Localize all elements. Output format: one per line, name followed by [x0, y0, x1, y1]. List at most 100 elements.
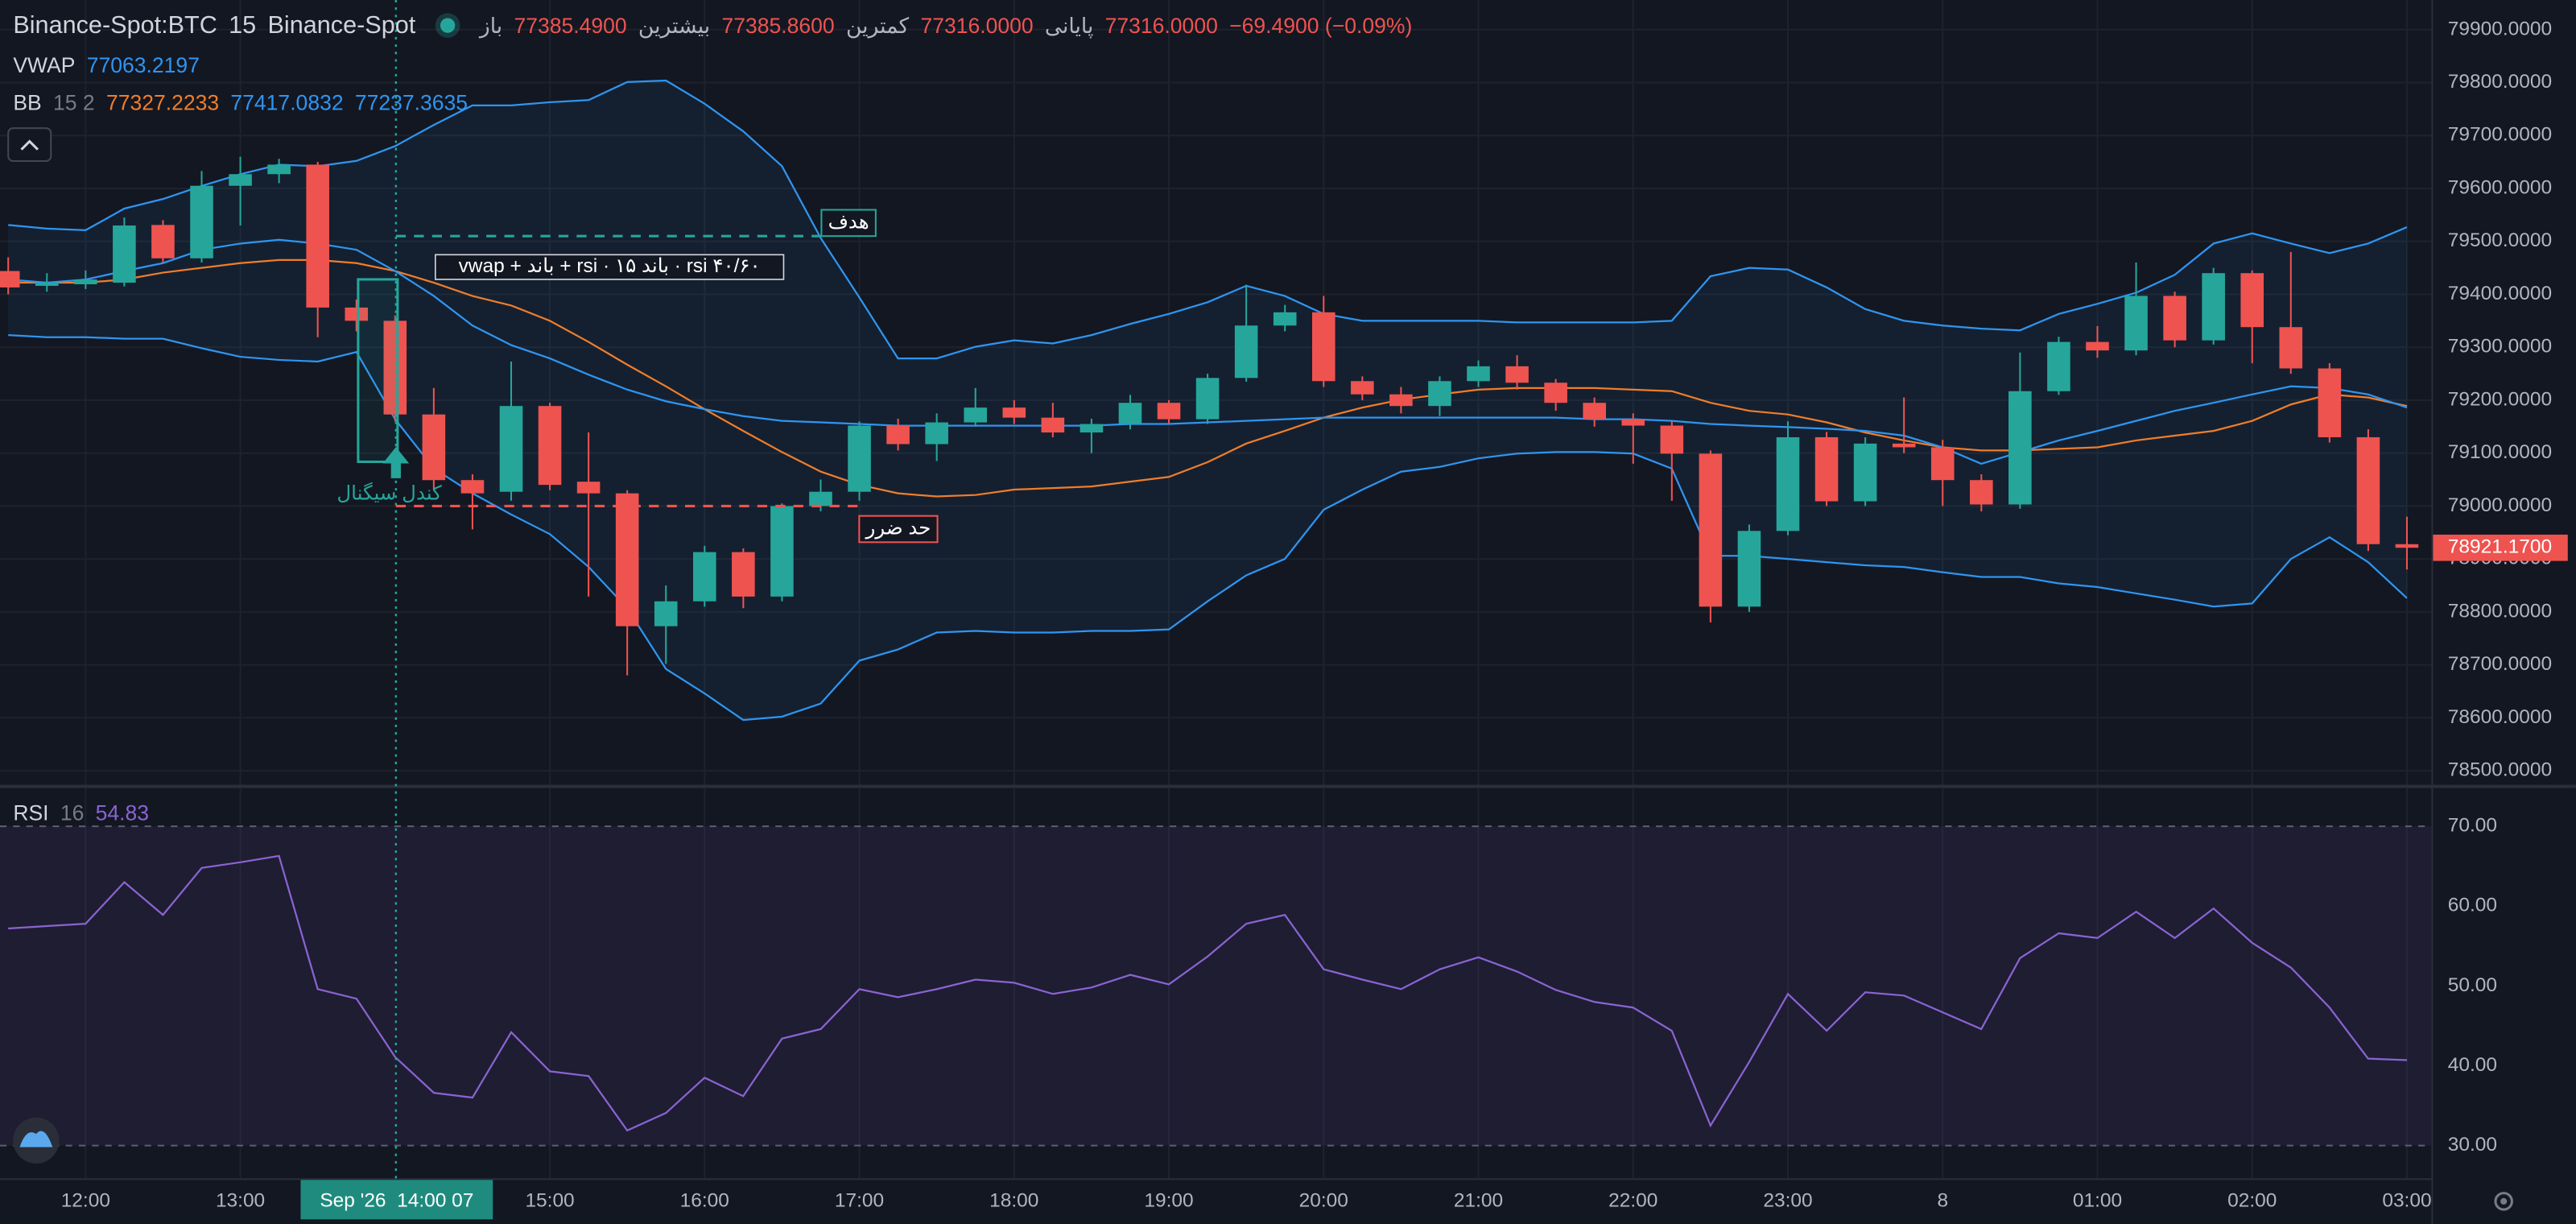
- candle-body: [1080, 424, 1104, 433]
- ohlc-label: پایانی: [1044, 12, 1094, 37]
- candle-body: [1041, 417, 1065, 433]
- vwap-value: 77063.2197: [86, 52, 200, 77]
- candle-body: [2395, 544, 2419, 548]
- rsi-name: RSI: [13, 800, 49, 825]
- x-tick-label: 03:00: [2382, 1189, 2431, 1211]
- candle-body: [1157, 403, 1181, 420]
- main-legend: Binance-Spot:BTC 15 Binance-Spot باز 7738…: [13, 11, 1412, 39]
- signal-arrow: [382, 447, 410, 478]
- indicator-line: [8, 333, 2408, 722]
- y-tick-label: 79800.0000: [2448, 71, 2552, 93]
- interval: 15: [229, 11, 257, 39]
- last-price-label: 78921.1700: [2448, 536, 2552, 558]
- candle-body: [1737, 531, 1761, 607]
- ohlc-value: 77316.0000: [1104, 13, 1218, 38]
- candle-body: [113, 225, 136, 283]
- candle-body: [1583, 403, 1606, 420]
- candle-body: [2163, 296, 2186, 341]
- candle-body: [615, 493, 639, 626]
- candle-body: [1892, 443, 1916, 448]
- bb-value: 77327.2233: [105, 90, 220, 115]
- x-tick-label: 15:00: [525, 1189, 574, 1211]
- y-tick-label: 40.00: [2448, 1054, 2497, 1076]
- candle-body: [925, 422, 948, 445]
- strategy-label: vwap + باند + rsi · ۱۵ باند · rsi ۴۰/۶۰: [459, 255, 761, 277]
- strategy-box: [434, 254, 785, 280]
- collapse-button[interactable]: [7, 127, 52, 163]
- candle-body: [306, 164, 329, 308]
- level-box: [820, 209, 877, 238]
- x-tick-label: 19:00: [1144, 1189, 1193, 1211]
- level-box: [858, 515, 939, 544]
- candle-body: [693, 552, 716, 602]
- candle-body: [499, 406, 523, 492]
- y-tick-label: 78500.0000: [2448, 759, 2552, 781]
- x-tick-label: 13:00: [216, 1189, 265, 1211]
- candle-body: [1428, 381, 1451, 407]
- symbol: Binance-Spot:BTC: [13, 11, 217, 39]
- x-tick-label: 01:00: [2073, 1189, 2122, 1211]
- candle-body: [1621, 419, 1645, 426]
- collapse-icon: [20, 139, 39, 151]
- x-tick-label: 17:00: [835, 1189, 884, 1211]
- candle-body: [576, 482, 601, 494]
- candle-body: [1273, 312, 1297, 326]
- candle-body: [848, 425, 871, 492]
- signal-box: [357, 278, 399, 463]
- candle-body: [1776, 436, 1800, 531]
- last-price-box: [2433, 534, 2568, 561]
- signal-label: کندل سیگنال: [336, 482, 442, 505]
- candle-body: [190, 185, 213, 258]
- y-tick-label: 79600.0000: [2448, 176, 2552, 198]
- candle-body: [886, 425, 910, 445]
- ohlc-value: 77385.8600: [721, 13, 835, 38]
- level-label: هدف: [828, 211, 869, 233]
- candle-body: [2008, 391, 2032, 505]
- settings-icon-center: [2500, 1197, 2508, 1205]
- ohlc-value: 77385.4900: [514, 13, 627, 38]
- rsi-params: 16: [60, 800, 85, 825]
- candle-body: [2047, 341, 2070, 391]
- candle-body: [1970, 480, 1993, 505]
- vwap-legend: VWAP 77063.2197: [13, 52, 200, 77]
- candle-body: [1118, 403, 1142, 424]
- bb-legend: BB 15 2 77327.2233 77417.0832 77237.3635: [13, 90, 468, 115]
- candle-body: [1814, 436, 1839, 502]
- candle-body: [2279, 327, 2303, 369]
- candle-body: [2240, 273, 2264, 328]
- candle-body: [1389, 394, 1413, 407]
- candle-body: [1853, 443, 1877, 502]
- vwap-name: VWAP: [13, 52, 76, 77]
- indicator-line: [8, 79, 2408, 360]
- exchange: Binance-Spot: [267, 11, 416, 39]
- candle-body: [1002, 407, 1026, 418]
- candle-body: [345, 307, 369, 321]
- level-label: حد ضرر: [865, 517, 931, 539]
- rsi-band: [0, 826, 2432, 1146]
- ohlc-label: باز: [479, 12, 503, 37]
- y-tick-label: 78600.0000: [2448, 706, 2552, 728]
- status-dot: [440, 18, 456, 33]
- y-tick-label: 79200.0000: [2448, 388, 2552, 410]
- candle-body: [1930, 447, 1955, 481]
- candle-body: [654, 601, 678, 626]
- y-tick-label: 79000.0000: [2448, 494, 2552, 516]
- y-tick-label: 70.00: [2448, 815, 2497, 837]
- rsi-value: 54.83: [95, 800, 150, 825]
- y-tick-label: 30.00: [2448, 1134, 2497, 1156]
- logo-icon: [19, 1131, 53, 1148]
- candle-body: [1660, 425, 1684, 454]
- rsi-line: [8, 854, 2408, 1132]
- ohlc-label: بیشترین: [638, 12, 711, 37]
- y-tick-label: 79100.0000: [2448, 441, 2552, 463]
- candle-body: [770, 506, 794, 597]
- settings-icon[interactable]: [2494, 1192, 2513, 1211]
- y-tick-label: 79400.0000: [2448, 283, 2552, 304]
- candle-body: [2202, 273, 2225, 341]
- x-tick-label: 02:00: [2227, 1189, 2277, 1211]
- bb-params: 15 2: [53, 90, 95, 115]
- change-value: −69.4900 (−0.09%): [1229, 13, 1413, 38]
- candle-body: [74, 279, 97, 284]
